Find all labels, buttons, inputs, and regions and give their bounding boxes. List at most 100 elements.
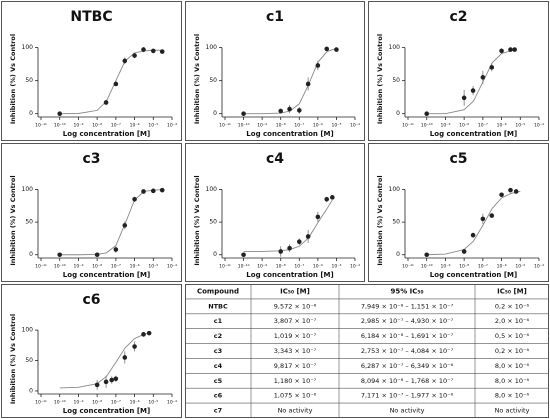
x-tick-label: 10⁻⁶ — [497, 123, 507, 129]
x-tick-label: 10⁻¹¹ — [402, 264, 414, 270]
table-row-header: c4 — [214, 362, 223, 370]
y-tick-label: 100 — [389, 186, 401, 193]
x-tick-label: 10⁻⁴ — [350, 264, 360, 270]
x-tick-label: 10⁻⁹ — [73, 400, 83, 406]
data-point — [424, 111, 430, 116]
data-point — [109, 377, 115, 383]
table-frame — [185, 284, 549, 418]
table-header: 95% IC₅₀ — [390, 287, 423, 295]
data-point — [513, 189, 519, 194]
data-point — [330, 195, 335, 200]
data-point — [315, 214, 321, 220]
y-tick-label: 0 — [29, 251, 33, 258]
y-axis-label: Inhibition (%) Vs Control — [9, 175, 17, 265]
x-axis-label: Log concentration [M] — [430, 130, 517, 138]
data-point — [122, 58, 128, 64]
data-point — [146, 330, 152, 336]
x-tick-label: 10⁻⁸ — [459, 264, 469, 270]
chart-title: c1 — [266, 9, 284, 25]
y-tick-label: 0 — [29, 387, 33, 394]
y-axis-label: Inhibition (%) Vs Control — [193, 34, 201, 124]
data-point — [461, 95, 467, 101]
data-point — [315, 63, 321, 68]
x-tick-label: 10⁻⁴ — [534, 123, 544, 129]
x-tick-label: 10⁻⁵ — [148, 264, 158, 270]
x-tick-label: 10⁻⁷ — [111, 400, 121, 406]
x-tick-label: 10⁻⁹ — [73, 264, 83, 270]
x-tick-label: 10⁻⁶ — [497, 264, 507, 270]
data-point — [57, 252, 63, 258]
panel-frame — [185, 1, 365, 141]
table-cell: 1,075 × 10⁻⁶ — [274, 392, 317, 400]
fit-curve — [59, 49, 163, 115]
x-axis-label: Log concentration [M] — [63, 407, 150, 415]
x-tick-label: 10⁻⁸ — [276, 264, 286, 270]
data-point — [489, 65, 495, 70]
data-point — [159, 187, 165, 193]
x-tick-label: 10⁻⁸ — [276, 123, 286, 129]
table-row-header: NTBC — [208, 302, 228, 310]
x-tick-label: 10⁻⁴ — [167, 123, 177, 129]
y-tick-label: 0 — [213, 251, 217, 258]
data-point — [113, 81, 119, 87]
y-tick-label: 100 — [22, 44, 34, 51]
y-axis-label: Inhibition (%) Vs Control — [376, 34, 384, 124]
y-tick-label: 100 — [206, 44, 218, 51]
data-point — [132, 344, 137, 349]
fit-curve — [243, 47, 337, 115]
x-tick-label: 10⁻⁸ — [92, 123, 102, 129]
table-cell: No activity — [390, 407, 425, 415]
x-tick-label: 10⁻⁵ — [515, 123, 525, 129]
y-tick-label: 50 — [209, 219, 217, 226]
x-tick-label: 10⁻¹⁰ — [54, 400, 66, 406]
x-tick-label: 10⁻¹¹ — [35, 264, 47, 270]
table-row-header: c5 — [214, 377, 223, 385]
data-point — [122, 223, 128, 228]
x-tick-label: 10⁻⁹ — [440, 264, 450, 270]
x-tick-label: 10⁻¹⁰ — [238, 123, 250, 129]
x-tick-label: 10⁻⁶ — [130, 400, 140, 406]
data-point — [113, 376, 119, 382]
table-cell: 8,0 × 10⁻⁶ — [495, 392, 530, 400]
x-axis-label: Log concentration [M] — [246, 130, 333, 138]
data-point — [94, 382, 100, 388]
table-cell: 3,343 × 10⁻⁷ — [274, 347, 317, 355]
data-point — [141, 47, 146, 52]
x-tick-label: 10⁻¹¹ — [219, 264, 231, 270]
y-tick-label: 50 — [209, 77, 217, 84]
x-tick-label: 10⁻¹¹ — [402, 123, 414, 129]
x-tick-label: 10⁻⁴ — [350, 123, 360, 129]
x-tick-label: 10⁻⁸ — [92, 400, 102, 406]
x-tick-label: 10⁻⁵ — [148, 400, 158, 406]
y-axis-label: Inhibition (%) Vs Control — [376, 175, 384, 265]
table-cell: 2,753 × 10⁻⁷ – 4,084 × 10⁻⁷ — [361, 347, 454, 355]
data-point — [508, 47, 513, 52]
table-cell: 3,807 × 10⁻⁷ — [274, 317, 317, 325]
x-axis-label: Log concentration [M] — [63, 271, 150, 279]
data-point — [508, 187, 513, 193]
y-tick-label: 50 — [392, 219, 400, 226]
table-row-header: c3 — [214, 347, 222, 355]
x-tick-label: 10⁻⁸ — [92, 264, 102, 270]
chart-title: NTBC — [70, 9, 112, 25]
panel-frame — [1, 143, 182, 282]
data-point — [122, 355, 128, 360]
y-tick-label: 50 — [25, 357, 33, 364]
y-tick-label: 50 — [25, 77, 33, 84]
fit-curve — [243, 199, 333, 252]
table-cell: 6,287 × 10⁻⁷ – 6,349 × 10⁻⁶ — [361, 362, 454, 370]
x-tick-label: 10⁻¹⁰ — [421, 264, 433, 270]
table-cell: 1,019 × 10⁻⁷ — [274, 332, 317, 340]
x-tick-label: 10⁻⁷ — [478, 123, 488, 129]
data-point — [424, 252, 430, 258]
x-tick-label: 10⁻¹⁰ — [54, 123, 66, 129]
chart-title: c6 — [82, 292, 100, 308]
data-point — [489, 213, 495, 218]
data-point — [287, 245, 292, 251]
chart-title: c2 — [449, 9, 467, 25]
data-point — [470, 88, 476, 93]
table-cell: 9,572 × 10⁻⁸ — [274, 302, 317, 310]
data-point — [287, 106, 292, 112]
x-tick-label: 10⁻¹¹ — [35, 123, 47, 129]
